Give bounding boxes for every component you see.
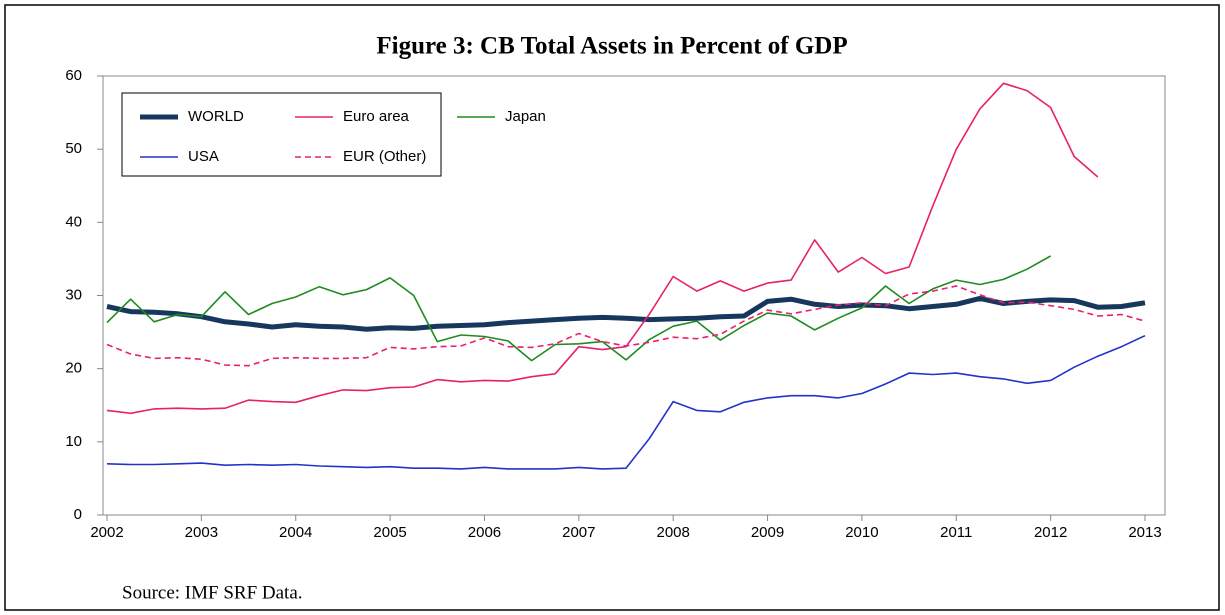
x-tick-label: 2002 [90,524,123,541]
series-line [106,295,1146,332]
y-tick-label: 10 [65,433,82,450]
x-tick-label: 2008 [656,524,689,541]
legend-label: EUR (Other) [343,148,426,165]
y-tick-label: 60 [65,67,82,84]
x-tick-label: 2011 [940,524,972,541]
y-tick-label: 0 [74,506,82,523]
y-tick-label: 20 [65,360,82,377]
source-note: Source: IMF SRF Data. [122,582,303,603]
x-tick-label: 2006 [468,524,501,541]
legend-label: Japan [505,108,546,125]
y-tick-label: 50 [65,140,82,157]
x-tick-label: 2003 [185,524,218,541]
chart-title: Figure 3: CB Total Assets in Percent of … [376,33,847,60]
frame [4,4,1220,611]
legend-label: Euro area [343,108,410,125]
legend-label: USA [188,148,219,165]
x-tick-label: 2012 [1034,524,1067,541]
y-tick-label: 40 [65,213,82,230]
x-tick-label: 2007 [562,524,595,541]
legend-label: WORLD [188,108,244,125]
x-tick-label: 2004 [279,524,312,541]
series-line [106,334,1146,470]
series-line [106,255,1051,362]
x-tick-label: 2009 [751,524,784,541]
x-tick-label: 2005 [373,524,406,541]
x-tick-label: 2010 [845,524,878,541]
series-line [106,285,1146,367]
legend-box [121,92,442,177]
y-tick-label: 30 [65,286,82,303]
series-line [106,82,1099,415]
x-tick-label: 2013 [1128,524,1161,541]
